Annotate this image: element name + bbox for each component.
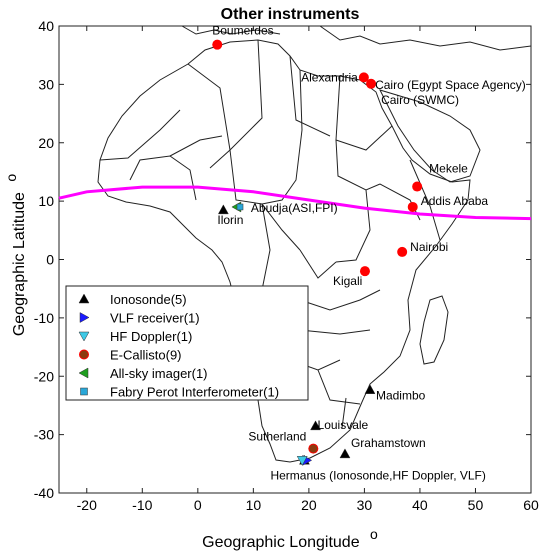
circle-icon [79,349,89,360]
site-label: Nairobi [410,240,448,254]
triangle-left-icon [78,367,89,379]
y-tick-label: 30 [38,76,54,92]
x-tick-label: 40 [412,497,428,513]
e-callisto-center [309,444,318,453]
legend-item: All-sky imager(1) [78,366,208,381]
x-tick-label: 10 [246,497,262,513]
site-labels: Boumerdes Alexandria Cairo (Egypt Space Ag… [212,24,526,483]
ionosonde-marker [364,384,376,394]
site-label: Mekele [429,162,468,176]
y-tick-label: 20 [38,135,54,151]
site-label: Sutherland [248,430,306,444]
legend-label: VLF receiver(1) [110,311,200,326]
legend-label: E-Callisto(9) [110,348,182,363]
y-tick-label: 0 [46,252,54,268]
triangle-up-icon [78,293,90,304]
legend-items: Ionosonde(5) VLF receiver(1) HF Doppler(1)… [78,292,279,400]
e-callisto-marker [212,39,223,50]
instrument-markers [212,39,423,466]
legend-item: E-Callisto(9) [79,348,182,363]
x-tick-label: 20 [301,497,317,513]
y-tick-label: -30 [34,427,54,443]
axis-ticks: -20 -10 0 10 20 30 40 50 60 40 30 20 10 0 -10 -20 -30 -40 [34,18,539,513]
x-axis-label: Geographic Longitude o [202,526,378,551]
y-tick-label: -40 [34,485,54,501]
site-label: Alexandria [301,70,358,84]
x-axis-label-text: Geographic Longitude [202,534,360,551]
y-tick-label: -10 [34,310,54,326]
e-callisto-marker [412,181,423,192]
site-label: Louisvale [318,418,369,432]
site-label: Hermanus (Ionosonde,HF Doppler, VLF) [270,468,485,482]
site-label: Madimbo [376,389,426,403]
ionosonde-marker [339,448,351,459]
legend-box [65,285,309,401]
magnetic-equator-layer [58,185,532,221]
x-tick-label: -10 [132,497,152,513]
svg-text:Geographic Latitude o: Geographic Latitude o [3,174,28,337]
africa-country-borders [97,25,532,463]
legend-item: Fabry Perot Interferometer(1) [80,385,279,400]
y-axis-label: Geographic Latitude o [3,174,28,337]
plot-frame [58,25,532,494]
e-callisto-marker [359,266,370,277]
x-tick-label: 0 [194,497,202,513]
site-label: Ilorin [217,213,243,227]
hf-doppler-marker [296,456,308,466]
legend-label: HF Doppler(1) [110,329,192,344]
e-callisto-marker [366,78,377,89]
x-tick-label: 30 [357,497,373,513]
site-label: Abudja(ASI,FPI) [251,201,338,215]
site-label: Boumerdes [212,24,273,38]
site-label: Grahamstown [351,436,426,450]
legend-item: Ionosonde(5) [78,292,187,307]
ionosonde-marker [310,420,321,431]
fabry-perot-marker [236,203,244,211]
legend-item: HF Doppler(1) [78,329,192,344]
site-label: Cairo (SWMC) [381,93,459,107]
magnetic-equator-line [58,185,532,221]
x-tick-label: 60 [523,497,539,513]
y-tick-label: -20 [34,368,54,384]
legend-item: VLF receiver(1) [79,311,200,326]
x-tick-label: 50 [468,497,484,513]
y-axis-label-text: Geographic Latitude [11,192,28,336]
triangle-right-icon [79,312,90,323]
site-label: Cairo (Egypt Space Agency) [375,78,526,92]
e-callisto-marker [397,246,408,257]
y-tick-label: 10 [38,193,54,209]
legend-label: Fabry Perot Interferometer(1) [110,385,279,400]
chart-title: Other instruments [221,6,360,23]
site-label: Addis Ababa [421,194,489,208]
e-callisto-marker [358,72,369,83]
square-icon [80,387,88,396]
x-tick-label: -20 [77,497,97,513]
legend-label: All-sky imager(1) [110,366,208,381]
x-axis-unit: o [370,526,378,542]
e-callisto-marker [407,201,418,212]
y-axis-unit: o [3,174,19,182]
y-tick-label: 40 [38,18,54,34]
ionosonde-marker [217,204,229,215]
legend: Ionosonde(5) VLF receiver(1) HF Doppler(1)… [65,285,309,401]
svg-text:Geographic Longitude o: Geographic Longitude o [202,526,378,551]
triangle-down-icon [78,331,90,342]
legend-label: Ionosonde(5) [110,292,187,307]
site-label: Kigali [333,274,362,288]
